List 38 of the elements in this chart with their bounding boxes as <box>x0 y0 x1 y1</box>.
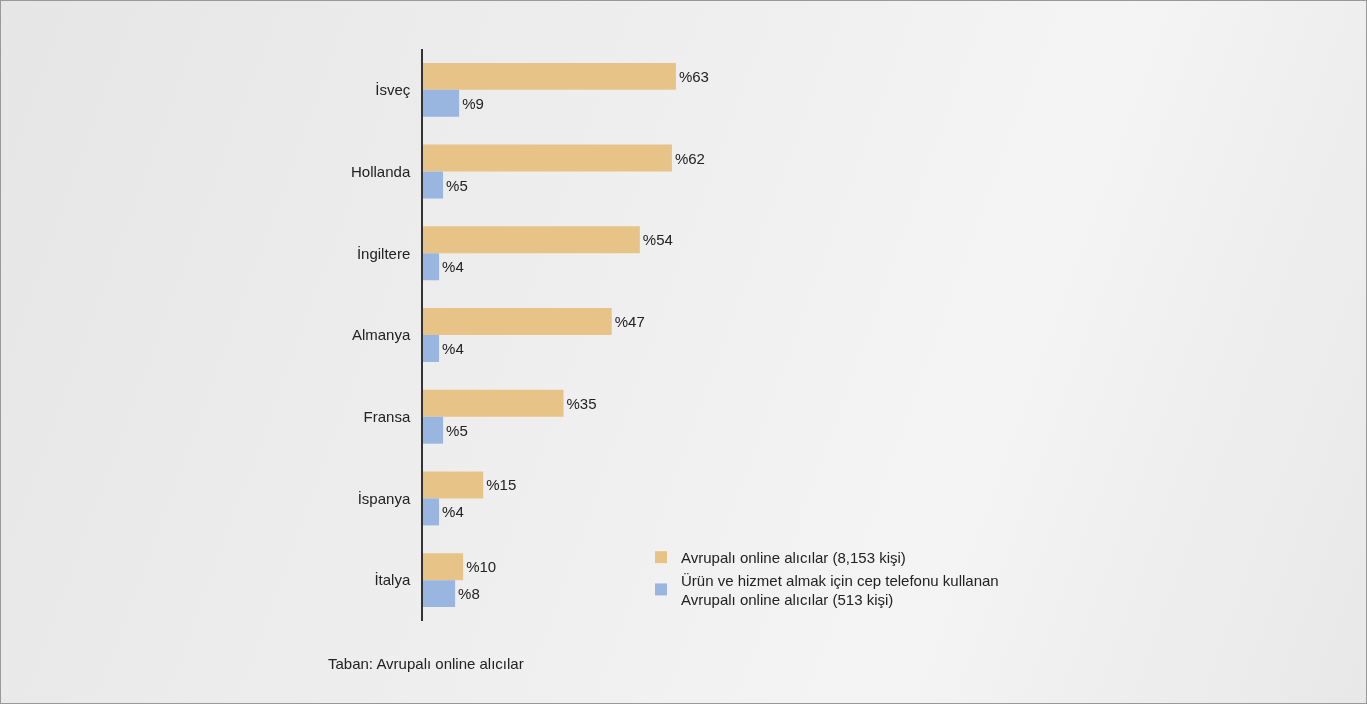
y-tick-label: Fransa <box>363 407 411 425</box>
bar <box>423 89 460 117</box>
data-label: %4 <box>442 503 464 521</box>
data-label: %62 <box>674 149 705 167</box>
text: Taban: Avrupalı online alıcılar <box>328 655 524 672</box>
bar <box>423 498 440 526</box>
bar <box>423 416 444 444</box>
bar <box>423 226 640 254</box>
data-label: %8 <box>458 585 480 603</box>
bar <box>423 335 440 362</box>
y-tick-label: İsveç <box>375 81 411 99</box>
data-label: %5 <box>446 176 468 194</box>
y-tick-label: Almanya <box>351 326 411 344</box>
data-label: %5 <box>446 421 468 439</box>
legend-label: Avrupalı online alıcılar (8,153 kişi) <box>681 549 906 567</box>
bar <box>423 171 444 199</box>
data-label: %54 <box>642 231 673 249</box>
data-label: %4 <box>442 339 464 357</box>
data-label: %4 <box>442 258 464 276</box>
y-tick-label: İspanya <box>357 489 411 507</box>
data-label: %63 <box>678 67 709 85</box>
bar <box>423 308 612 335</box>
bar <box>423 144 672 172</box>
bar <box>423 580 456 608</box>
bar <box>423 553 464 581</box>
data-label: %35 <box>566 394 597 412</box>
y-tick-label: Hollanda <box>351 162 411 180</box>
data-label: %47 <box>614 313 645 331</box>
bar <box>423 62 676 90</box>
data-label: %10 <box>466 558 497 576</box>
bar <box>423 389 564 417</box>
data-label: %15 <box>486 476 517 494</box>
bar <box>423 471 484 499</box>
y-tick-label: İtalya <box>374 571 411 589</box>
bar <box>423 253 440 281</box>
y-tick-label: İngiltere <box>356 244 411 262</box>
legend-label: Ürün ve hizmet almak için cep telefonu kullanan Avrupalı online alıcılar (513 kişi) <box>681 571 999 609</box>
data-label: %9 <box>462 94 484 112</box>
